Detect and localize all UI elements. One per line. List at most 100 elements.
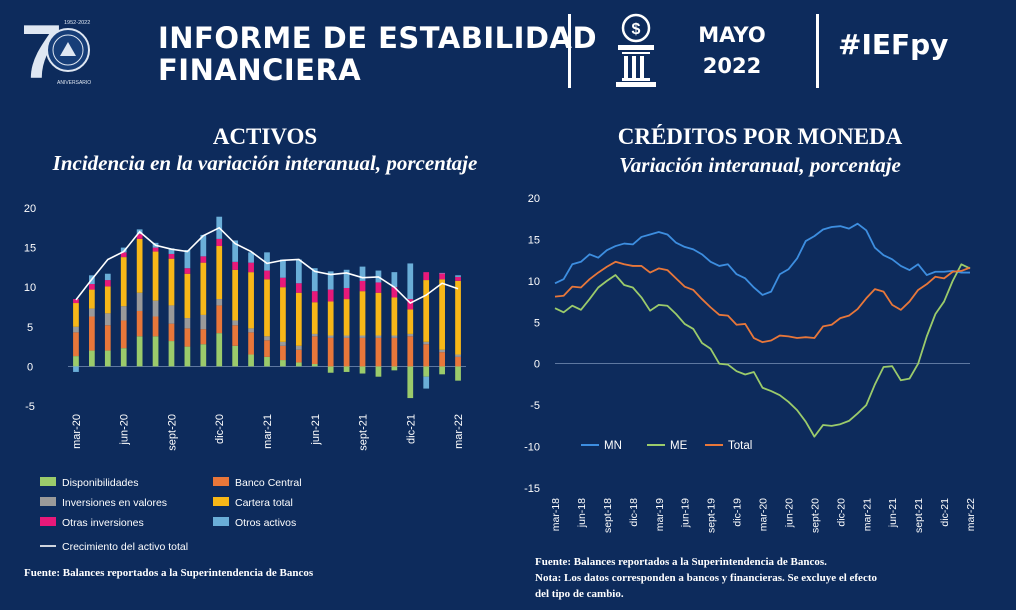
legend-swatch (213, 497, 229, 506)
bar-segment (327, 335, 334, 338)
x-tick-label: dic-21 (939, 498, 951, 527)
series-line-mn (554, 222, 970, 296)
bar-segment (136, 336, 143, 367)
bar-segment (455, 356, 461, 367)
bar-segment (264, 252, 270, 271)
right-chart-title: CRÉDITOS POR MONEDA (617, 124, 903, 149)
bar-segment (89, 289, 95, 309)
bar-segment (343, 299, 350, 336)
x-tick-label: dic-21 (405, 414, 417, 444)
bar-segment (407, 263, 414, 300)
legend-swatch (213, 517, 229, 526)
bar-segment (248, 354, 254, 367)
bar-segment (327, 271, 334, 290)
bar-segment (232, 320, 239, 326)
bar-segment (407, 299, 414, 310)
bar-segment (216, 299, 223, 306)
report-title-line-2: FINANCIERA (158, 53, 362, 87)
bar-segment (152, 300, 159, 317)
bar-segment (280, 341, 286, 346)
bar-segment (104, 350, 111, 367)
bar-segment (184, 346, 191, 367)
bar-segment (184, 328, 191, 347)
left-chart-subtitle: Incidencia en la variación interanual, p… (52, 151, 478, 175)
bar-segment (168, 305, 175, 324)
bar-segment (168, 323, 175, 342)
x-tick-label: mar-21 (262, 414, 274, 449)
bar-segment (455, 354, 461, 357)
bar-segment (311, 336, 318, 365)
bar-segment (311, 364, 318, 367)
bar-segment (423, 376, 430, 389)
bar-segment (359, 335, 366, 338)
bar-segment (248, 262, 254, 273)
x-tick-label: jun-20 (783, 498, 795, 528)
left-chart-title: ACTIVOS (212, 124, 318, 149)
bar-segment (200, 314, 207, 330)
bar-segment (120, 252, 127, 258)
bar-segment (104, 325, 111, 351)
bar-segment (264, 356, 270, 367)
credit-line-chart: -15 -10 -5 0 5 10 15 20 mar-18 jun-18 sept-18 dic-1… (524, 193, 977, 533)
bar-segment (359, 291, 366, 336)
legend-label: Inversiones en valores (62, 497, 167, 509)
bar-segment (391, 272, 398, 288)
bar-segment (136, 292, 143, 311)
x-tick-label: jun-18 (576, 498, 588, 528)
bar-segment (439, 366, 445, 375)
x-tick-label: sept-20 (809, 498, 821, 533)
bar-segment (73, 326, 79, 333)
x-tick-label: mar-20 (71, 414, 83, 449)
bar-segment (168, 341, 175, 367)
bar-segment (232, 269, 239, 321)
x-tick-label: mar-19 (654, 498, 666, 531)
y-tick-label: -5 (530, 400, 540, 412)
bar-segment (455, 280, 461, 355)
x-tick-label: sept-21 (913, 498, 925, 533)
total-growth-line (75, 226, 459, 305)
header-divider-2 (816, 14, 819, 88)
y-tick-label: 20 (24, 203, 36, 215)
bar-segment (439, 272, 445, 280)
bar-segment (423, 272, 430, 281)
bar-segment (73, 332, 79, 357)
bar-segment (407, 309, 414, 334)
bar-segment (295, 292, 302, 346)
bar-segment (264, 340, 270, 357)
bar-segment (89, 308, 95, 317)
bar-segment (104, 273, 111, 281)
bar-segment (391, 297, 398, 336)
bar-segment (104, 286, 111, 314)
bar-segment (375, 335, 382, 338)
bar-segment (423, 280, 430, 342)
x-tick-label: jun-19 (680, 498, 692, 528)
x-tick-label: sept-18 (602, 498, 614, 533)
bar-segment (423, 341, 430, 345)
bar-segment (423, 344, 430, 367)
bar-segment (216, 238, 223, 247)
x-tick-label: mar-18 (550, 498, 562, 531)
bar-segment (391, 337, 398, 367)
legend-swatch (40, 497, 56, 506)
y-tick-label: -10 (524, 442, 540, 454)
x-tick-label: jun-20 (119, 414, 131, 446)
legend-swatch (213, 477, 229, 486)
header-divider (568, 14, 571, 88)
right-chart-source: Fuente: Balances reportados a la Superin… (535, 554, 877, 602)
bar-segment (152, 247, 159, 252)
legend-label: Crecimiento del activo total (62, 541, 188, 550)
bar-segment (248, 332, 254, 355)
bar-segment (280, 345, 286, 361)
bar-segment (73, 356, 79, 367)
bar-segment (73, 366, 79, 372)
x-tick-label: dic-20 (214, 414, 226, 444)
bar-segment (152, 316, 159, 337)
bar-segment (375, 366, 382, 377)
bar-segment (423, 366, 430, 377)
legend-label: Total (728, 440, 752, 452)
x-tick-label: mar-22 (965, 498, 977, 531)
bar-segment (327, 337, 334, 367)
bar-segment (120, 348, 127, 367)
bar-segment (375, 337, 382, 367)
bar-segment (407, 333, 414, 337)
